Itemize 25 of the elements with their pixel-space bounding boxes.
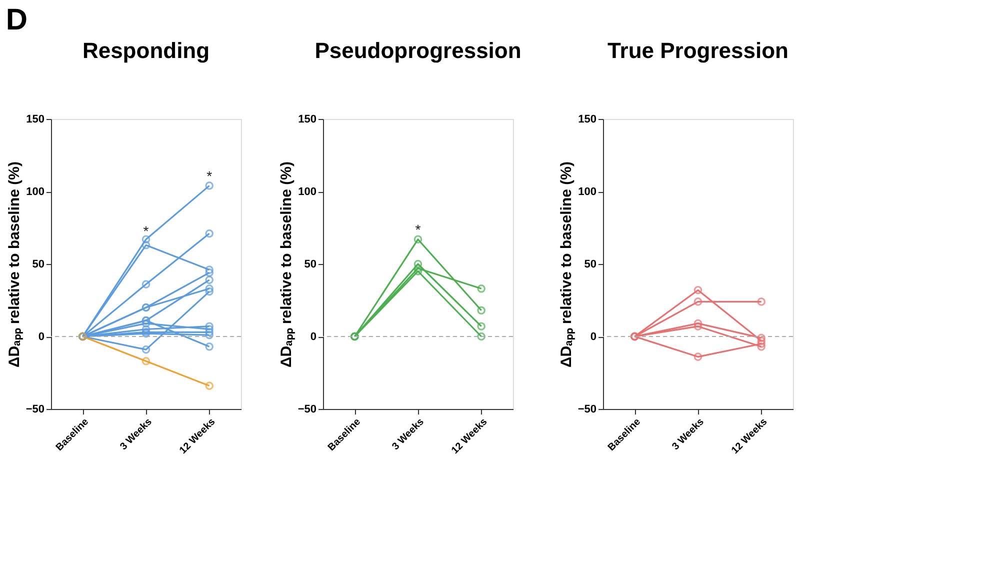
y-tick-label: 0 — [38, 331, 44, 343]
text: D — [6, 4, 28, 36]
chart-title: Responding — [82, 38, 210, 63]
y-tick-label: 0 — [310, 331, 316, 343]
chart-title: True Progression — [608, 38, 788, 63]
y-tick-label: −50 — [26, 404, 44, 416]
y-tick-label: 100 — [26, 186, 44, 198]
annotation: * — [143, 223, 150, 240]
annotation: * — [206, 168, 213, 184]
y-axis-title: ΔDₐₚₚ relative to baseline (%) — [558, 162, 575, 368]
y-tick-label: 150 — [26, 114, 44, 126]
y-tick-label: 150 — [298, 114, 316, 126]
y-tick-label: 150 — [578, 114, 596, 126]
y-tick-label: 100 — [298, 186, 316, 198]
y-tick-label: −50 — [298, 404, 316, 416]
y-tick-label: 0 — [590, 331, 596, 343]
chart-title: Pseudoprogression — [314, 38, 522, 63]
y-tick-label: 100 — [578, 186, 596, 198]
y-tick-label: 50 — [584, 258, 596, 270]
y-axis-title: ΔDₐₚₚ relative to baseline (%) — [6, 162, 23, 368]
annotation: * — [415, 222, 422, 238]
y-tick-label: 50 — [304, 258, 316, 270]
y-tick-label: −50 — [578, 404, 596, 416]
y-tick-label: 50 — [32, 258, 44, 270]
y-axis-title: ΔDₐₚₚ relative to baseline (%) — [278, 162, 295, 368]
